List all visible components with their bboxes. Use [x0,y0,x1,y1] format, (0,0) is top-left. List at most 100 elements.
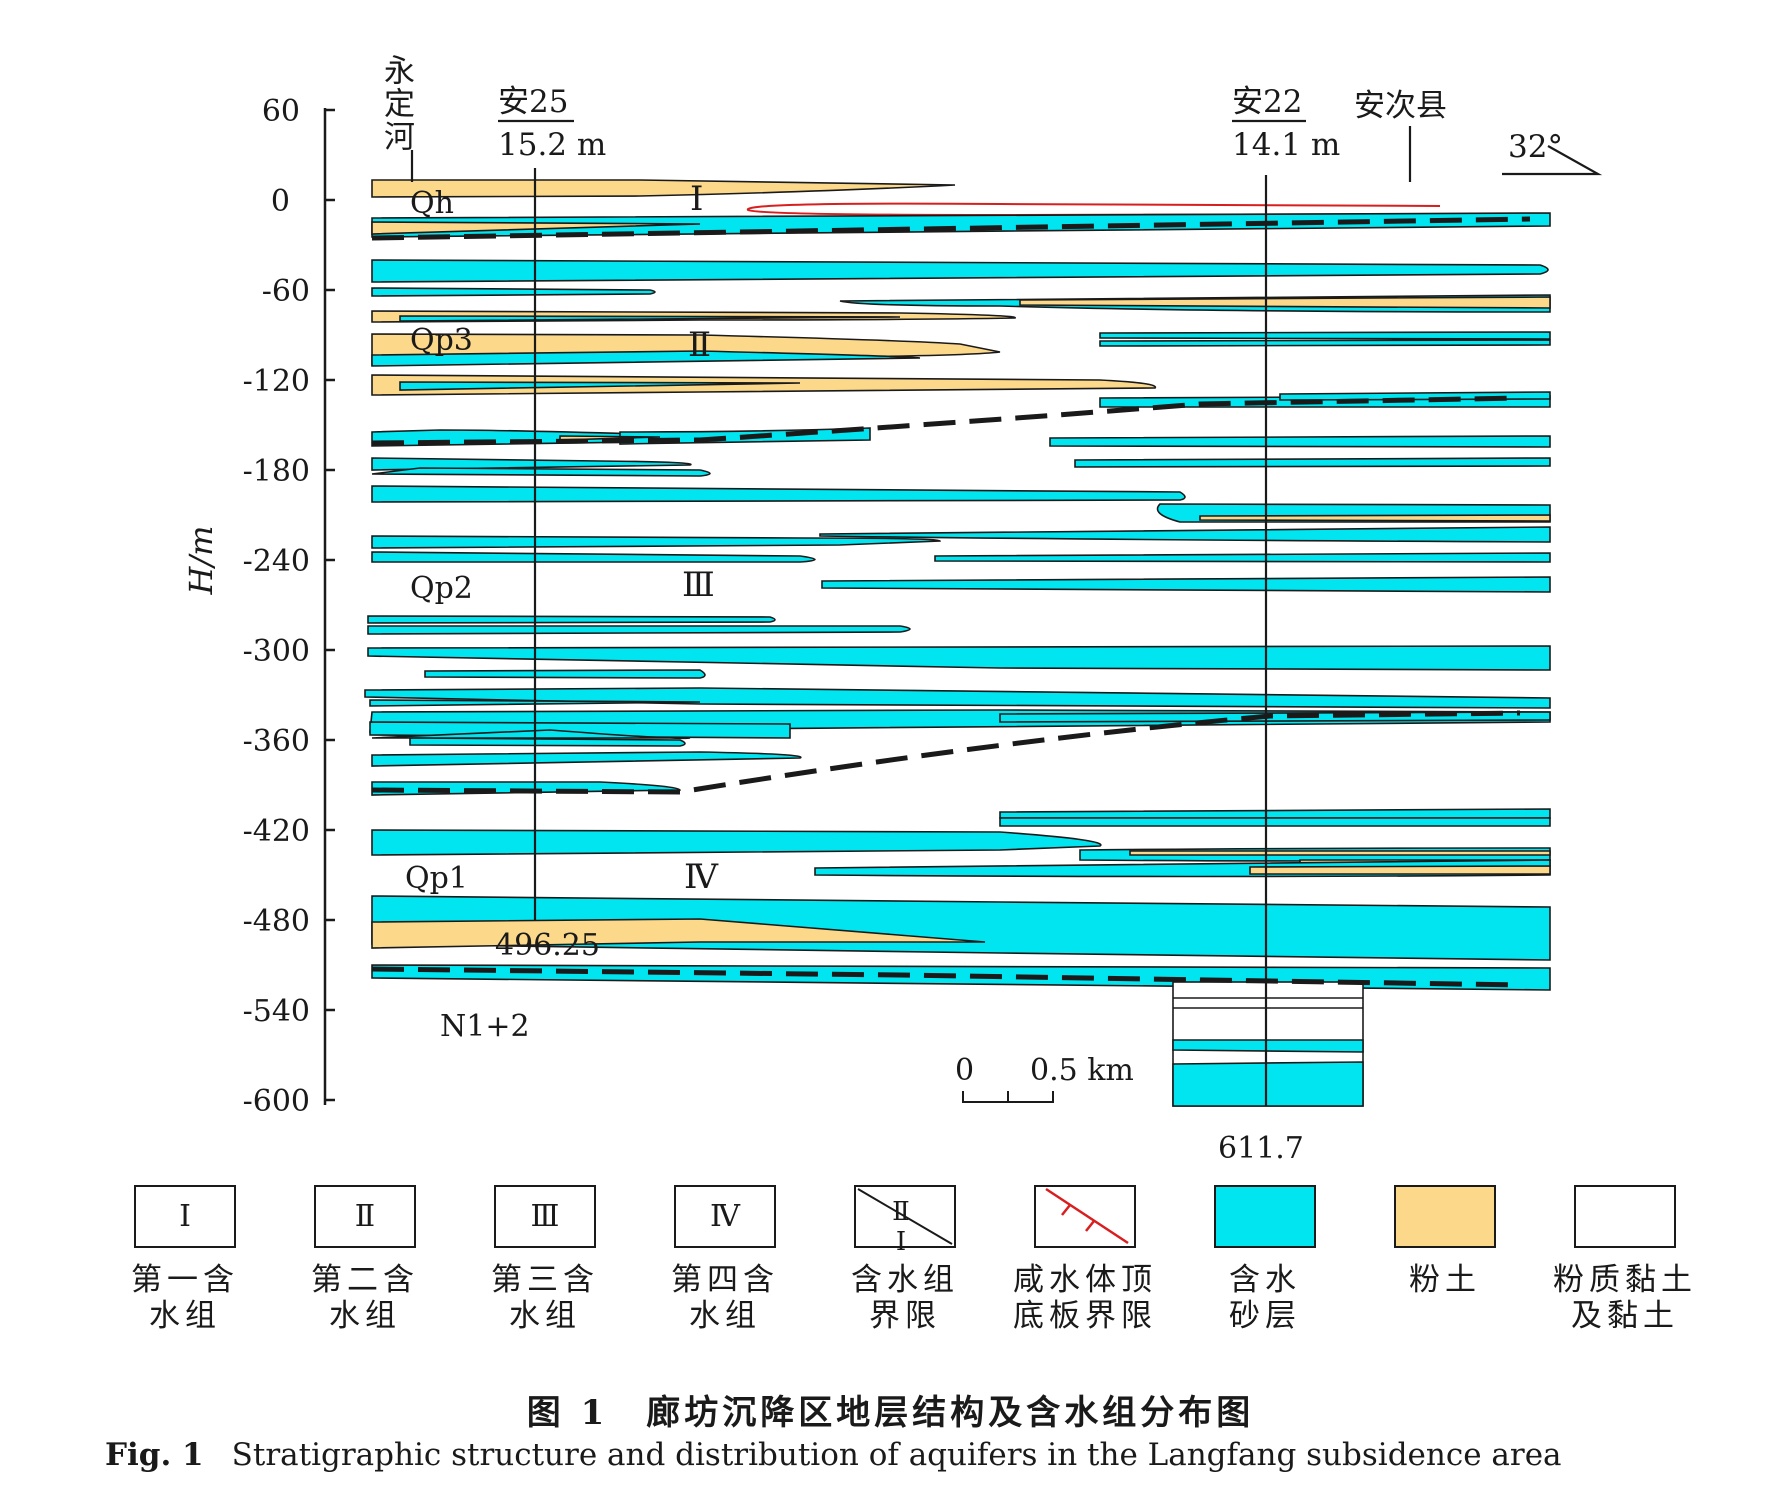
stratum-label: Qp1 [405,861,468,896]
tick-label: -600 [243,1084,310,1119]
strata-layers [364,179,1551,1107]
aquifer-sand-layer [371,350,921,367]
figure-number: Fig. 1 [105,1437,204,1473]
legend-symbol: Ⅳ [710,1199,740,1234]
aquifer-sand-layer [1172,1039,1364,1053]
aquifer-sand-layer [364,687,1551,709]
well-depth: 496.25 [495,928,600,963]
legend-item: Ⅲ 第三含 水组 [460,1185,630,1334]
aquifer-sand-layer [409,737,686,747]
legend-label: 含水 砂层 [1229,1262,1301,1334]
legend-swatch: Ⅰ [134,1185,236,1248]
well-name: 安22 [1232,84,1302,120]
saltwater-body-boundary [746,202,1441,217]
well-name: 安25 [498,84,568,120]
legend-label: 第三含 水组 [491,1262,599,1334]
legend-item: 咸水体顶 底板界限 [1000,1185,1170,1334]
aquifer-sand-layer [367,625,911,635]
tick-label: -120 [243,364,310,399]
aquifer-sand-layer [399,381,801,391]
well-elevation: 14.1 m [1232,127,1340,163]
group-label: Ⅳ [684,857,719,897]
aquifer-sand-layer [999,711,1551,723]
legend-label: 粉质黏土 及黏土 [1553,1262,1697,1334]
group-label: Ⅰ [690,179,703,219]
legend-item: Ⅱ Ⅰ 含水组 界限 [820,1185,990,1334]
tick-label: -540 [243,994,310,1029]
legend-swatch: Ⅳ [674,1185,776,1248]
tick-label: -420 [243,814,310,849]
legend-item: 粉质黏土 及黏土 [1540,1185,1710,1334]
legend-item: 粉土 [1360,1185,1530,1298]
legend-label: 第二含 水组 [311,1262,419,1334]
well-depth: 611.7 [1218,1131,1304,1166]
aquifer-sand-layer [1099,339,1551,347]
dip-angle-label: 32° [1508,129,1563,165]
aquifer-sand-layer [999,817,1551,827]
aquifer-sand-layer [371,829,1102,856]
silt-layer [371,374,1157,396]
tick-label: -300 [243,634,310,669]
aquifer-sand-layer [371,259,1549,283]
aquifer-sand-layer [371,751,802,767]
aquifer-sand-layer [371,964,1551,991]
boundary-II-III [371,395,1521,446]
depth-labels: 496.25 611.7 [495,928,1304,1166]
silt-layer [1249,865,1551,875]
river-label: 永定河 [378,54,415,153]
aquifer-sand-layer [371,535,941,549]
legend-item: Ⅳ 第四含 水组 [640,1185,810,1334]
aquifer-sand-layer [371,287,656,297]
dip-angle-symbol [1502,145,1603,176]
aquifer-sand-layer [1049,435,1551,448]
tick-label: -60 [262,274,310,309]
legend-label: 第四含 水组 [671,1262,779,1334]
legend-swatch-group-boundary: Ⅱ Ⅰ [854,1185,956,1257]
legend-swatch-clay [1574,1185,1676,1248]
figure-caption-text: Stratigraphic structure and distribution… [231,1437,1562,1473]
aquifer-sand-layer [999,808,1551,819]
tick-label: -240 [243,544,310,579]
aquifer-sand-layer [371,551,816,563]
county-label: 安次县 [1354,88,1447,124]
stratum-label: Qh [410,186,454,221]
silt-layer [371,179,956,198]
aquifer-sand-layer [371,485,1186,503]
stratum-label: Qp2 [410,571,473,606]
legend-symbol: Ⅲ [530,1199,560,1234]
aquifer-group-boundaries [371,216,1531,988]
legend-item: Ⅰ 第一含 水组 [100,1185,270,1334]
well-elevation: 15.2 m [498,127,606,163]
legend-swatch: Ⅲ [494,1185,596,1248]
aquifer-sand-layer [371,467,711,477]
legend-swatch-aquifer-sand [1214,1185,1316,1248]
legend-item: Ⅱ 第二含 水组 [280,1185,450,1334]
saltwater-boundary-icon [1045,1187,1129,1245]
silt-layer [1129,850,1551,856]
diagonal-boundary-icon [857,1188,953,1245]
top-labels: 永定河 安25 15.2 m 安22 14.1 m 安次县 32° [378,54,1563,165]
group-label: Ⅲ [682,565,715,605]
boundary-III-IV [371,710,1521,795]
legend-symbol: Ⅰ [179,1199,191,1234]
legend-symbol: Ⅱ Ⅰ [892,1197,932,1257]
tick-label: 0 [271,184,290,219]
aquifer-sand-layer [821,576,1551,593]
scale-bar: 0 0.5 km [955,1053,1134,1103]
elevation-axis [323,108,335,1105]
legend-swatch-saltwater [1034,1185,1136,1248]
aquifer-sand-layer [367,615,776,624]
stratigraphic-cross-section: 60 0 -60 -120 -180 -240 -300 -360 -420 -… [182,54,1603,1166]
legend: Ⅰ 第一含 水组 Ⅱ 第二含 水组 Ⅲ 第三含 水组 Ⅳ 第四含 水组 Ⅱ Ⅰ … [100,1185,1720,1365]
tick-label: -360 [243,724,310,759]
aquifer-sand-layer [1279,391,1551,401]
tick-label: 60 [262,94,300,129]
boundary-IV-N [371,966,1521,988]
legend-label: 第一含 水组 [131,1262,239,1334]
aquifer-sand-layer [371,457,692,471]
boundary-I-II [371,216,1531,241]
axis-tick-labels: 60 0 -60 -120 -180 -240 -300 -360 -420 -… [243,94,310,1119]
figure-caption-en: Fig. 1 Stratigraphic structure and distri… [105,1437,1562,1473]
legend-swatch-silt [1394,1185,1496,1248]
group-label: Ⅱ [688,325,711,365]
